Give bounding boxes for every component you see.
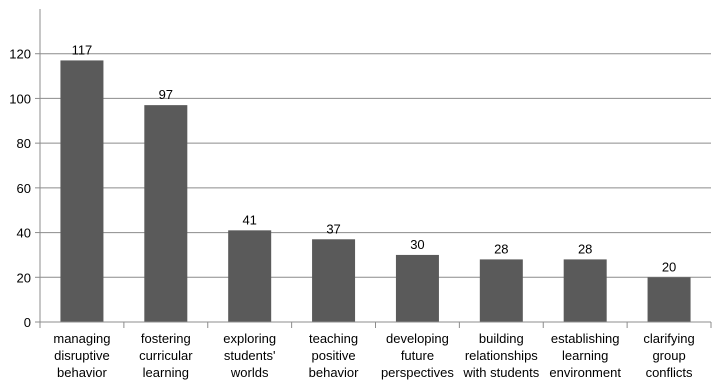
data-label: 37 [326, 221, 340, 236]
y-tick-label: 60 [17, 181, 31, 196]
data-label: 30 [410, 237, 424, 252]
x-category-label: developing future perspectives [381, 331, 454, 380]
x-category-label-line: worlds [230, 365, 269, 380]
x-category-label-line: managing [53, 331, 110, 346]
bar [563, 259, 607, 322]
x-category-label-line: clarifying [643, 331, 694, 346]
bar [479, 259, 523, 322]
y-tick-label: 20 [17, 270, 31, 285]
y-tick-label: 40 [17, 226, 31, 241]
x-category-label-line: learning [562, 348, 608, 363]
data-label: 41 [242, 212, 256, 227]
bar [647, 277, 691, 322]
y-tick-label: 0 [24, 315, 31, 330]
x-category-label-line: fostering [141, 331, 191, 346]
x-category-label: fostering curricular learning [139, 331, 193, 380]
x-category-label: exploring students' worlds [223, 331, 276, 380]
bar [312, 239, 356, 322]
gridlines [40, 53, 711, 278]
x-category-label-line: group [652, 348, 685, 363]
labels: 0 20 40 60 80 100 120 117 managing disruptive beha… [9, 42, 694, 380]
bar [228, 230, 272, 322]
y-tick-label: 120 [9, 47, 31, 62]
x-category-label: clarifying group conflicts [643, 331, 694, 380]
x-category-label: establishing learning environment [549, 331, 621, 380]
data-label: 28 [578, 241, 592, 256]
x-category-label-line: with students [462, 365, 539, 380]
data-label: 97 [159, 87, 173, 102]
x-category-label-line: establishing [551, 331, 620, 346]
bar [60, 60, 104, 323]
x-category-label-line: building [479, 331, 524, 346]
x-category-label-line: environment [549, 365, 621, 380]
x-category-label-line: positive [312, 348, 356, 363]
axes [35, 9, 712, 328]
x-category-label-line: perspectives [381, 365, 454, 380]
x-category-label-line: behavior [57, 365, 108, 380]
data-label: 117 [72, 42, 93, 57]
x-category-label-line: learning [143, 365, 189, 380]
data-label: 28 [494, 241, 508, 256]
bars [60, 60, 691, 323]
x-category-label-line: curricular [139, 348, 193, 363]
x-category-label-line: future [401, 348, 434, 363]
x-category-label-line: exploring [223, 331, 276, 346]
x-category-label-line: behavior [309, 365, 360, 380]
x-category-label-line: developing [386, 331, 449, 346]
y-tick-label: 100 [9, 91, 31, 106]
x-category-label: building relationships with students [462, 331, 539, 380]
x-category-label-line: relationships [465, 348, 538, 363]
x-category-label-line: teaching [309, 331, 358, 346]
x-category-label-line: conflicts [646, 365, 693, 380]
x-category-label-line: students' [224, 348, 276, 363]
data-label: 20 [662, 259, 676, 274]
bar [395, 254, 439, 322]
y-tick-label: 80 [17, 136, 31, 151]
x-category-label-line: disruptive [54, 348, 110, 363]
x-category-label: managing disruptive behavior [53, 331, 110, 380]
bar [144, 105, 188, 322]
x-category-label: teaching positive behavior [309, 331, 360, 380]
